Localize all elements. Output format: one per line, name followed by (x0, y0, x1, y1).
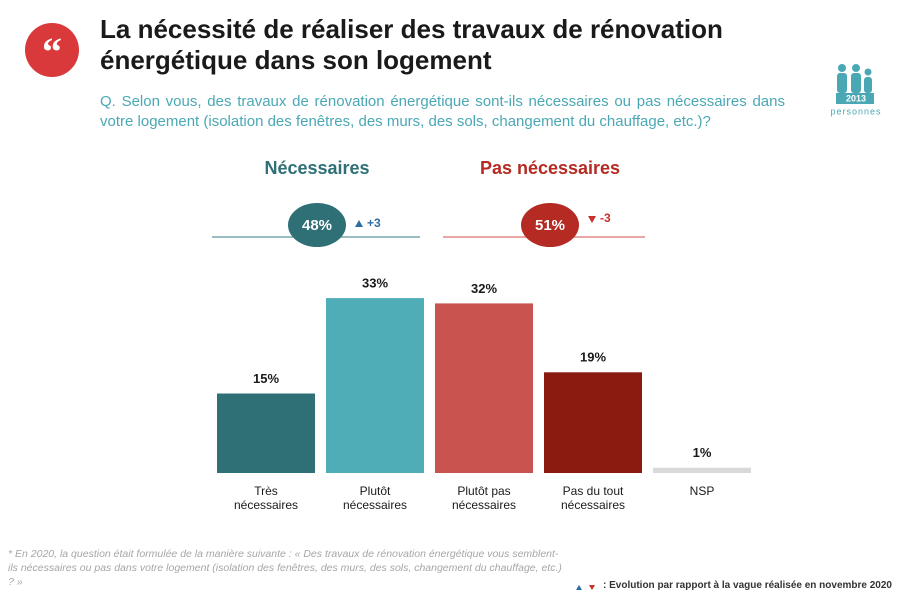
up-icon (576, 585, 582, 590)
down-icon (589, 585, 595, 590)
x-tick-label: Plutôt nécessaires (342, 484, 408, 512)
x-tick-label: NSP (689, 484, 715, 498)
value-label: 33% (362, 276, 388, 291)
bar (217, 393, 315, 473)
bar (435, 303, 533, 473)
quote-mark: “ (42, 29, 62, 74)
up-arrow (355, 220, 363, 227)
summary-change: -3 (600, 211, 611, 225)
summary-label: Nécessaires (264, 158, 369, 178)
question: Q. Selon vous, des travaux de rénovation… (100, 93, 785, 130)
bar (653, 467, 751, 473)
sample-label: personnes (830, 106, 881, 116)
value-label: 19% (580, 350, 606, 365)
down-arrow (588, 216, 596, 223)
x-tick-label: Très nécessaires (233, 484, 299, 512)
legend-note: : Evolution par rapport à la vague réali… (603, 580, 892, 591)
value-label: 15% (253, 371, 279, 386)
quote-logo (25, 23, 79, 77)
summary-change: +3 (367, 216, 381, 230)
sample-icon (836, 64, 874, 104)
summary-value: 48% (302, 217, 332, 234)
x-tick-label: Plutôt pas nécessaires (451, 484, 517, 512)
value-label: 1% (693, 445, 712, 460)
x-tick-label: Pas du tout nécessaires (560, 484, 626, 512)
summary-bubble (288, 203, 346, 247)
bar (326, 298, 424, 473)
bar (544, 372, 642, 473)
summary-label: Pas nécessaires (480, 158, 620, 178)
summary-bubble (521, 203, 579, 247)
title: La nécessité de réaliser des travaux de … (100, 14, 723, 75)
value-label: 32% (471, 281, 497, 296)
summary-value: 51% (535, 217, 565, 234)
sample-count: 2013 (846, 93, 866, 103)
footnote: * En 2020, la question était formulée de… (8, 548, 562, 588)
